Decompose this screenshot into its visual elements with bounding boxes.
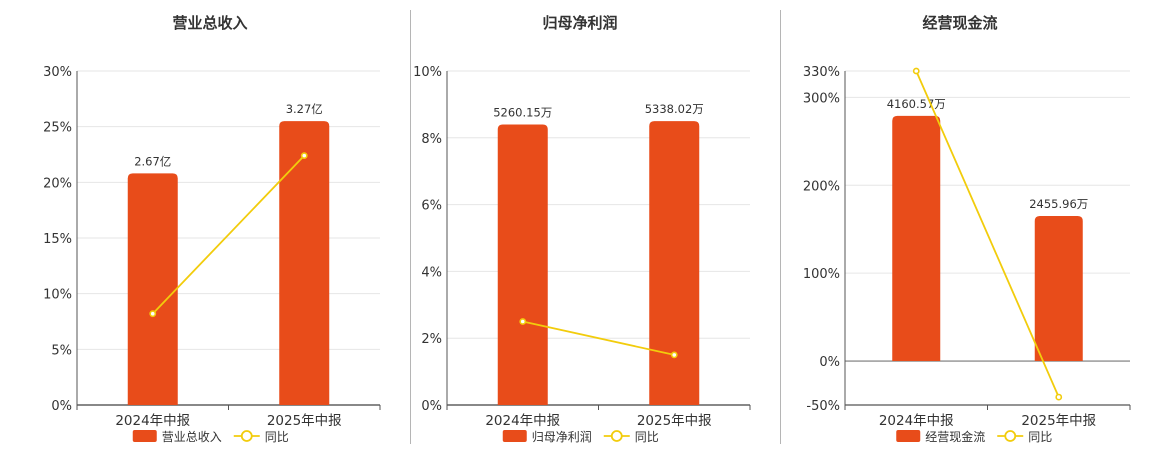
- bar-group: [497, 124, 548, 405]
- yoy-point: [1055, 393, 1063, 401]
- yoy-line: [152, 154, 305, 315]
- chart-panel-revenue: 营业总收入 0% 5% 10% 15% 20% 25% 30% 2.67亿 3.27亿 2024年中…: [0, 0, 400, 450]
- x-tick-label: 2024年中报: [879, 413, 954, 429]
- legend-bar-swatch: [896, 430, 921, 442]
- panel-divider: [410, 10, 411, 444]
- y-tick-label: 10%: [413, 65, 442, 80]
- bar: [127, 173, 178, 405]
- legend-bar-swatch: [132, 430, 157, 442]
- legend-line-marker: [240, 430, 253, 442]
- chart-panel-cash-flow: 经营现金流 -50% 0% 100% 200% 300% 330% 4160.57万 2455.…: [781, 0, 1160, 450]
- bar-data-label: 5338.02万: [645, 102, 704, 116]
- legend-bar-label: 经营现金流: [925, 429, 985, 444]
- yoy-line: [915, 70, 1060, 398]
- bar-data-label: 5260.15万: [493, 105, 552, 119]
- bar-data-label: 2455.96万: [1029, 197, 1088, 211]
- bar-data-label: 2.67亿: [134, 154, 171, 168]
- yoy-point: [670, 351, 678, 359]
- y-tick-label: 8%: [421, 132, 442, 147]
- y-tick-label: 330%: [803, 65, 840, 80]
- y-tick-label: 10%: [43, 288, 72, 303]
- y-tick-label: 2%: [421, 332, 442, 347]
- y-tick-label: -50%: [806, 399, 840, 414]
- y-tick-label: 20%: [43, 176, 72, 191]
- revenue-chart: 营业总收入 0% 5% 10% 15% 20% 25% 30% 2.67亿 3.27亿 2024年中…: [43, 14, 381, 444]
- legend-line-marker: [1004, 430, 1017, 442]
- y-tick-label: 4%: [421, 265, 442, 280]
- legend-line-label: 同比: [1028, 430, 1052, 444]
- chart-panel-net-profit: 归母净利润 0% 2% 4% 6% 8% 10% 5260.15万 5338.02万 2024年中…: [410, 0, 770, 450]
- bar: [1034, 216, 1083, 362]
- bar: [497, 124, 548, 405]
- cash-flow-chart: 经营现金流 -50% 0% 100% 200% 300% 330% 4160.57万 2455.…: [803, 14, 1131, 444]
- chart-title: 归母净利润: [542, 14, 617, 32]
- x-tick-label: 2025年中报: [637, 413, 712, 429]
- bar-group: [649, 121, 700, 405]
- bar-group: [279, 121, 330, 405]
- legend-line-marker: [610, 430, 623, 442]
- bar-group: [127, 173, 178, 405]
- yoy-point: [149, 310, 157, 318]
- chart-title: 营业总收入: [172, 14, 247, 32]
- yoy-line: [522, 320, 675, 356]
- chart-title: 经营现金流: [922, 14, 997, 32]
- y-tick-label: 25%: [43, 121, 72, 136]
- legend-line-label: 同比: [635, 430, 659, 444]
- legend: 经营现金流 同比: [896, 429, 1052, 444]
- y-tick-label: 0%: [819, 355, 840, 370]
- y-tick-label: 0%: [421, 399, 442, 414]
- bar-group: [892, 115, 941, 362]
- legend: 营业总收入 同比: [132, 430, 289, 444]
- legend-bar-label: 营业总收入: [162, 430, 222, 444]
- bar-data-label: 3.27亿: [286, 102, 323, 116]
- y-tick-label: 30%: [43, 65, 72, 80]
- legend-bar-label: 归母净利润: [532, 430, 592, 444]
- legend-bar-swatch: [502, 430, 527, 442]
- yoy-point: [912, 67, 920, 75]
- y-tick-label: 300%: [803, 91, 840, 106]
- y-tick-label: 5%: [51, 343, 72, 358]
- x-tick-label: 2025年中报: [1021, 413, 1096, 429]
- x-tick-label: 2024年中报: [485, 413, 560, 429]
- x-tick-label: 2025年中报: [267, 413, 342, 429]
- net-profit-chart: 归母净利润 0% 2% 4% 6% 8% 10% 5260.15万 5338.02万 2024年中…: [413, 14, 751, 444]
- y-tick-label: 100%: [803, 267, 840, 282]
- legend: 归母净利润 同比: [502, 430, 659, 444]
- bar: [279, 121, 330, 405]
- bar-group: [1034, 216, 1083, 362]
- y-tick-label: 200%: [803, 179, 840, 194]
- bar: [892, 115, 941, 362]
- yoy-point: [519, 318, 527, 325]
- legend-line-label: 同比: [265, 430, 289, 444]
- bar-data-label: 4160.57万: [887, 97, 946, 111]
- y-tick-label: 15%: [43, 232, 72, 247]
- x-tick-label: 2024年中报: [115, 413, 190, 429]
- y-tick-label: 0%: [51, 399, 72, 414]
- bar: [649, 121, 700, 405]
- y-tick-label: 6%: [421, 199, 442, 214]
- yoy-point: [300, 152, 308, 160]
- panel-divider: [780, 10, 781, 444]
